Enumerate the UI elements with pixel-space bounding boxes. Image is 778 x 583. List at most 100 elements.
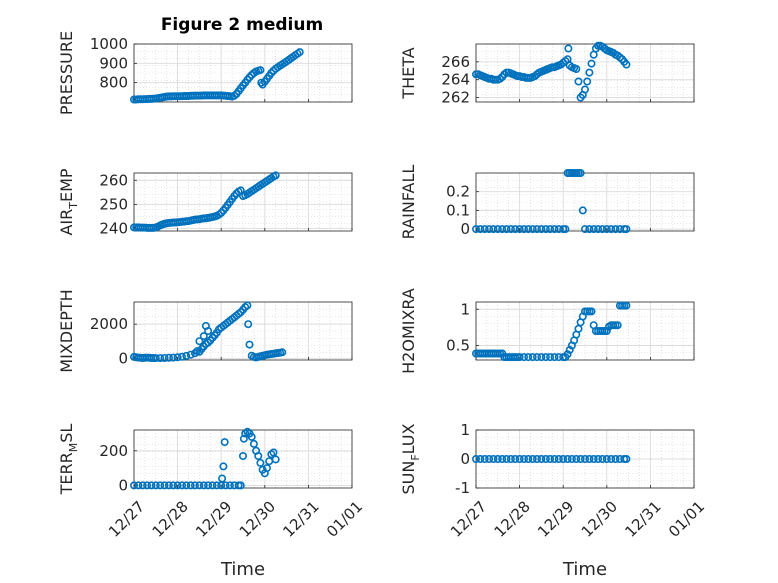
- data-point: [613, 321, 622, 330]
- y-tick-label: 250: [99, 195, 128, 213]
- data-point: [156, 481, 165, 490]
- data-point: [550, 353, 559, 362]
- data-point: [578, 206, 587, 215]
- data-point: [243, 301, 252, 310]
- data-point: [524, 454, 533, 463]
- data-point: [511, 225, 520, 234]
- data-point: [502, 454, 511, 463]
- data-point: [589, 225, 598, 234]
- axes-frame: [475, 301, 695, 361]
- data-point: [476, 454, 485, 463]
- data-point: [598, 454, 607, 463]
- data-point: [498, 454, 507, 463]
- data-point: [585, 454, 594, 463]
- data-point: [515, 454, 524, 463]
- data-point: [572, 65, 581, 74]
- x-tick-label: 12/27: [447, 498, 490, 541]
- data-point: [511, 454, 520, 463]
- data-point: [546, 353, 555, 362]
- data-point: [186, 481, 195, 490]
- data-point: [178, 352, 187, 361]
- data-point: [528, 225, 537, 234]
- subplot-sun: -1 0 1 12/27 12/28 12/29 12/30 12/31 01/01 Time SU…: [399, 421, 708, 580]
- x-tick-label: 12/29: [534, 498, 577, 541]
- data-point: [169, 481, 178, 490]
- data-point: [208, 481, 217, 490]
- data-point: [537, 225, 546, 234]
- y-tick-label: 900: [99, 54, 128, 72]
- data-point: [537, 454, 546, 463]
- data-point: [199, 332, 208, 341]
- data-point: [471, 225, 480, 234]
- y-tick-label: 260: [99, 171, 128, 189]
- data-point: [186, 350, 195, 359]
- data-point: [574, 77, 583, 86]
- data-point: [598, 225, 607, 234]
- data-point: [532, 225, 541, 234]
- data-point: [563, 350, 572, 359]
- data-point: [519, 454, 528, 463]
- data-point: [173, 353, 182, 362]
- y-tick-label: 0: [118, 349, 128, 367]
- data-point: [156, 354, 165, 363]
- y-tick-label: 264: [441, 71, 470, 89]
- data-point: [515, 225, 524, 234]
- data-point: [262, 464, 271, 473]
- data-point: [485, 225, 494, 234]
- data-point: [622, 454, 631, 463]
- data-point: [546, 225, 555, 234]
- axes-frame: [133, 301, 353, 361]
- data-point: [489, 225, 498, 234]
- data-point: [138, 481, 147, 490]
- data-point: [532, 353, 541, 362]
- data-point: [607, 454, 616, 463]
- data-point: [585, 68, 594, 77]
- data-point: [160, 481, 169, 490]
- data-point: [143, 481, 152, 490]
- data-point: [164, 481, 173, 490]
- data-point: [195, 481, 204, 490]
- data-point: [480, 454, 489, 463]
- x-tick-label: 12/28: [491, 498, 534, 541]
- y-axis-label: RAINFALL: [399, 165, 418, 240]
- data-point: [583, 77, 592, 86]
- data-point: [254, 451, 263, 460]
- y-tick-label: 1000: [90, 35, 128, 53]
- data-point: [269, 448, 278, 457]
- data-point: [564, 44, 573, 53]
- data-point: [559, 454, 568, 463]
- data-point: [532, 454, 541, 463]
- y-tick-label: 262: [441, 89, 470, 107]
- y-axis-label: TERRMSL: [57, 424, 80, 496]
- y-tick-label: 200: [99, 442, 128, 460]
- data-point: [134, 481, 143, 490]
- x-axis-label: Time: [562, 559, 607, 580]
- data-point: [585, 225, 594, 234]
- axes-frame: [133, 172, 353, 232]
- data-point: [295, 48, 304, 57]
- y-tick-label: 0: [118, 476, 128, 494]
- data-point: [611, 454, 620, 463]
- data-point: [567, 454, 576, 463]
- data-point: [602, 225, 611, 234]
- data-point: [204, 338, 213, 347]
- y-tick-label: 0: [460, 450, 470, 468]
- x-tick-label: 12/30: [578, 498, 621, 541]
- data-point: [561, 225, 570, 234]
- data-point: [130, 481, 139, 490]
- x-tick-label: 12/27: [105, 498, 148, 541]
- data-point: [480, 225, 489, 234]
- figure-title: Figure 2 medium: [161, 15, 323, 35]
- y-axis-label: H2OMIXRA: [399, 288, 418, 374]
- data-point: [519, 225, 528, 234]
- data-point: [485, 454, 494, 463]
- y-tick-label: -1: [455, 479, 470, 497]
- y-tick-label: 0.1: [446, 201, 470, 219]
- data-point: [563, 454, 572, 463]
- data-point: [256, 458, 265, 467]
- data-point: [594, 225, 603, 234]
- subplot-air: 240 250 260 AIRTEMP: [57, 168, 353, 238]
- y-tick-label: 1: [460, 300, 470, 318]
- data-point: [212, 481, 221, 490]
